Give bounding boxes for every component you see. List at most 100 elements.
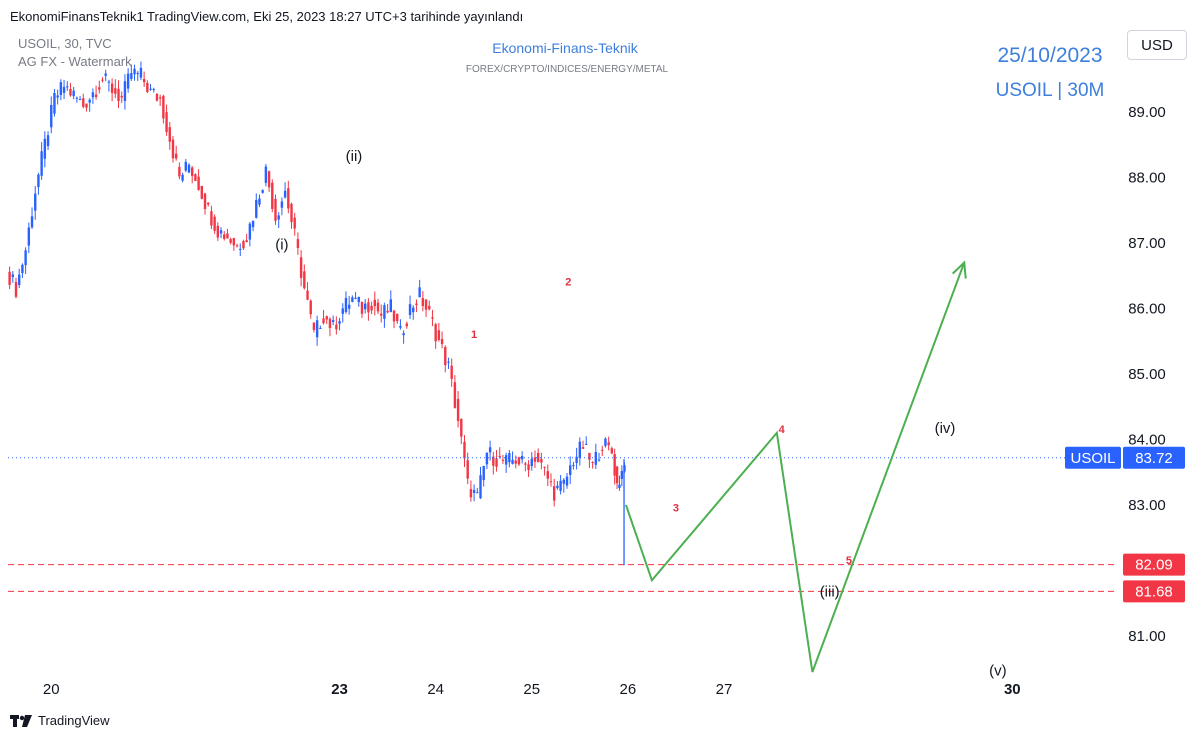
candle-body — [399, 325, 402, 328]
price-tick-label: 86.00 — [1128, 300, 1166, 317]
symbol-tag — [1065, 446, 1121, 469]
watermark-title: Ekonomi-Finans-Teknik — [492, 40, 638, 56]
candle-body — [357, 296, 360, 303]
symbol-tag-label: USOIL — [1070, 450, 1115, 467]
candle-body — [18, 274, 21, 286]
candle-body — [575, 456, 578, 464]
candle-body — [482, 465, 485, 481]
wave-label: 1 — [471, 329, 477, 341]
candle-body — [447, 361, 450, 363]
candle-body — [472, 489, 476, 493]
wave-label: (v) — [989, 662, 1007, 679]
price-axis[interactable]: 90.0089.0088.0087.0086.0085.0084.0083.00… — [1128, 38, 1166, 645]
price-tick-label: 83.00 — [1128, 497, 1166, 514]
candle-body — [50, 104, 53, 128]
candle-body — [546, 471, 549, 479]
candle-body — [174, 153, 178, 159]
candle-body — [24, 250, 27, 266]
candle-body — [549, 481, 553, 483]
candle-body — [347, 304, 351, 309]
candle-body — [142, 78, 146, 83]
indicator-legend: AG FX - Watermark — [18, 54, 132, 69]
wave-label: (iii) — [820, 584, 840, 601]
projection-arrowhead — [952, 260, 967, 279]
candle-body — [277, 215, 280, 220]
candle-body — [158, 97, 162, 99]
candle-body — [328, 318, 332, 329]
candle-body — [325, 316, 328, 320]
candle-body — [168, 127, 171, 142]
candle-body — [434, 324, 437, 342]
candle-body — [155, 93, 159, 101]
candle-body — [585, 443, 588, 445]
candle-body — [498, 455, 501, 457]
candle-body — [30, 216, 34, 228]
candle-body — [309, 300, 312, 315]
candle-body — [213, 216, 216, 231]
candle-body — [354, 297, 357, 299]
candle-body — [338, 321, 341, 324]
candle-body — [508, 453, 511, 463]
candle-body — [613, 454, 616, 476]
candle-body — [171, 139, 175, 159]
candle-body — [130, 73, 133, 79]
candle-body — [66, 86, 69, 88]
candle-body — [601, 449, 604, 451]
candle-body — [533, 457, 537, 462]
time-tick-label: 24 — [427, 681, 444, 698]
candle-body — [40, 151, 43, 176]
candle-body — [267, 171, 271, 188]
candle-body — [62, 86, 66, 93]
candle-body — [536, 452, 540, 463]
candle-body — [552, 486, 556, 501]
candle-body — [283, 190, 287, 198]
candle-body — [389, 299, 393, 313]
time-axis[interactable]: 20 23 24 25 26 27 30 — [43, 681, 1021, 698]
candle-body — [46, 135, 50, 147]
candle-body — [565, 476, 569, 486]
candle-body — [495, 458, 498, 467]
candle-body — [591, 461, 594, 463]
candle-body — [607, 442, 610, 446]
candle-body — [299, 257, 303, 278]
candle-body — [488, 447, 492, 453]
candle-body — [133, 68, 136, 75]
candle-body — [322, 318, 325, 324]
wave-label: 4 — [779, 424, 786, 436]
candle-body — [203, 193, 207, 210]
candle-body — [363, 303, 367, 310]
candle-body — [152, 88, 155, 90]
candle-body — [274, 198, 277, 221]
candle-body — [428, 305, 431, 310]
candle-body — [530, 458, 533, 467]
candle-body — [56, 95, 59, 98]
candle-body — [229, 239, 232, 243]
candle-body — [94, 94, 98, 98]
candle-body — [280, 201, 284, 208]
candle-body — [306, 290, 309, 300]
candle-body — [524, 463, 527, 465]
currency-button[interactable]: USD — [1127, 30, 1187, 60]
candle-body — [245, 240, 248, 243]
candle-body — [360, 301, 364, 314]
candle-body — [219, 230, 223, 234]
candle-body — [139, 67, 143, 78]
wave-label: (ii) — [346, 148, 363, 165]
candle-body — [235, 245, 239, 247]
candle-body — [569, 465, 572, 475]
current-price-tag — [1123, 446, 1185, 469]
candle-body — [59, 82, 63, 96]
candle-body — [341, 308, 344, 314]
candle-body — [620, 471, 624, 479]
candle-body — [290, 203, 293, 223]
candle-body — [239, 248, 242, 250]
candle-body — [392, 310, 396, 322]
candle-body — [11, 274, 15, 278]
candle-body — [107, 81, 111, 83]
price-tick-label: 88.00 — [1128, 169, 1166, 186]
candle-body — [226, 233, 229, 239]
candle-body — [165, 112, 168, 133]
candle-body — [303, 271, 306, 289]
candle-body — [581, 447, 585, 449]
